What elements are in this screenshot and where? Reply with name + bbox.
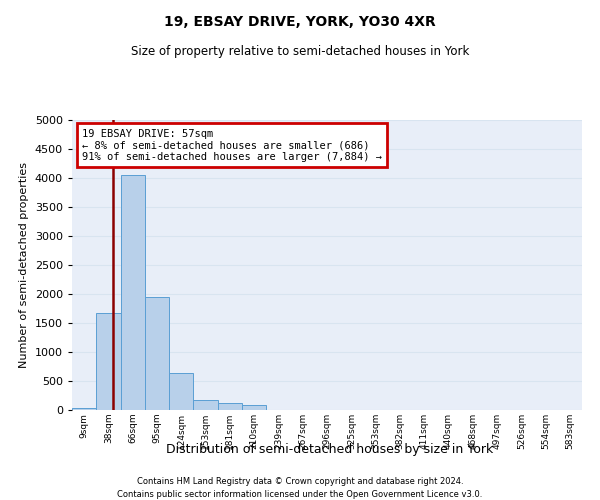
- Bar: [96, 312, 121, 410]
- Text: Contains public sector information licensed under the Open Government Licence v3: Contains public sector information licen…: [118, 490, 482, 499]
- Text: Distribution of semi-detached houses by size in York: Distribution of semi-detached houses by …: [166, 442, 494, 456]
- Bar: [242, 405, 266, 410]
- Bar: [169, 374, 193, 410]
- Bar: [121, 175, 145, 410]
- Text: 19, EBSAY DRIVE, YORK, YO30 4XR: 19, EBSAY DRIVE, YORK, YO30 4XR: [164, 15, 436, 29]
- Bar: [218, 403, 242, 410]
- Bar: [193, 400, 218, 410]
- Bar: [72, 408, 96, 410]
- Text: 19 EBSAY DRIVE: 57sqm
← 8% of semi-detached houses are smaller (686)
91% of semi: 19 EBSAY DRIVE: 57sqm ← 8% of semi-detac…: [82, 128, 382, 162]
- Y-axis label: Number of semi-detached properties: Number of semi-detached properties: [19, 162, 29, 368]
- Bar: [145, 297, 169, 410]
- Text: Contains HM Land Registry data © Crown copyright and database right 2024.: Contains HM Land Registry data © Crown c…: [137, 478, 463, 486]
- Text: Size of property relative to semi-detached houses in York: Size of property relative to semi-detach…: [131, 45, 469, 58]
